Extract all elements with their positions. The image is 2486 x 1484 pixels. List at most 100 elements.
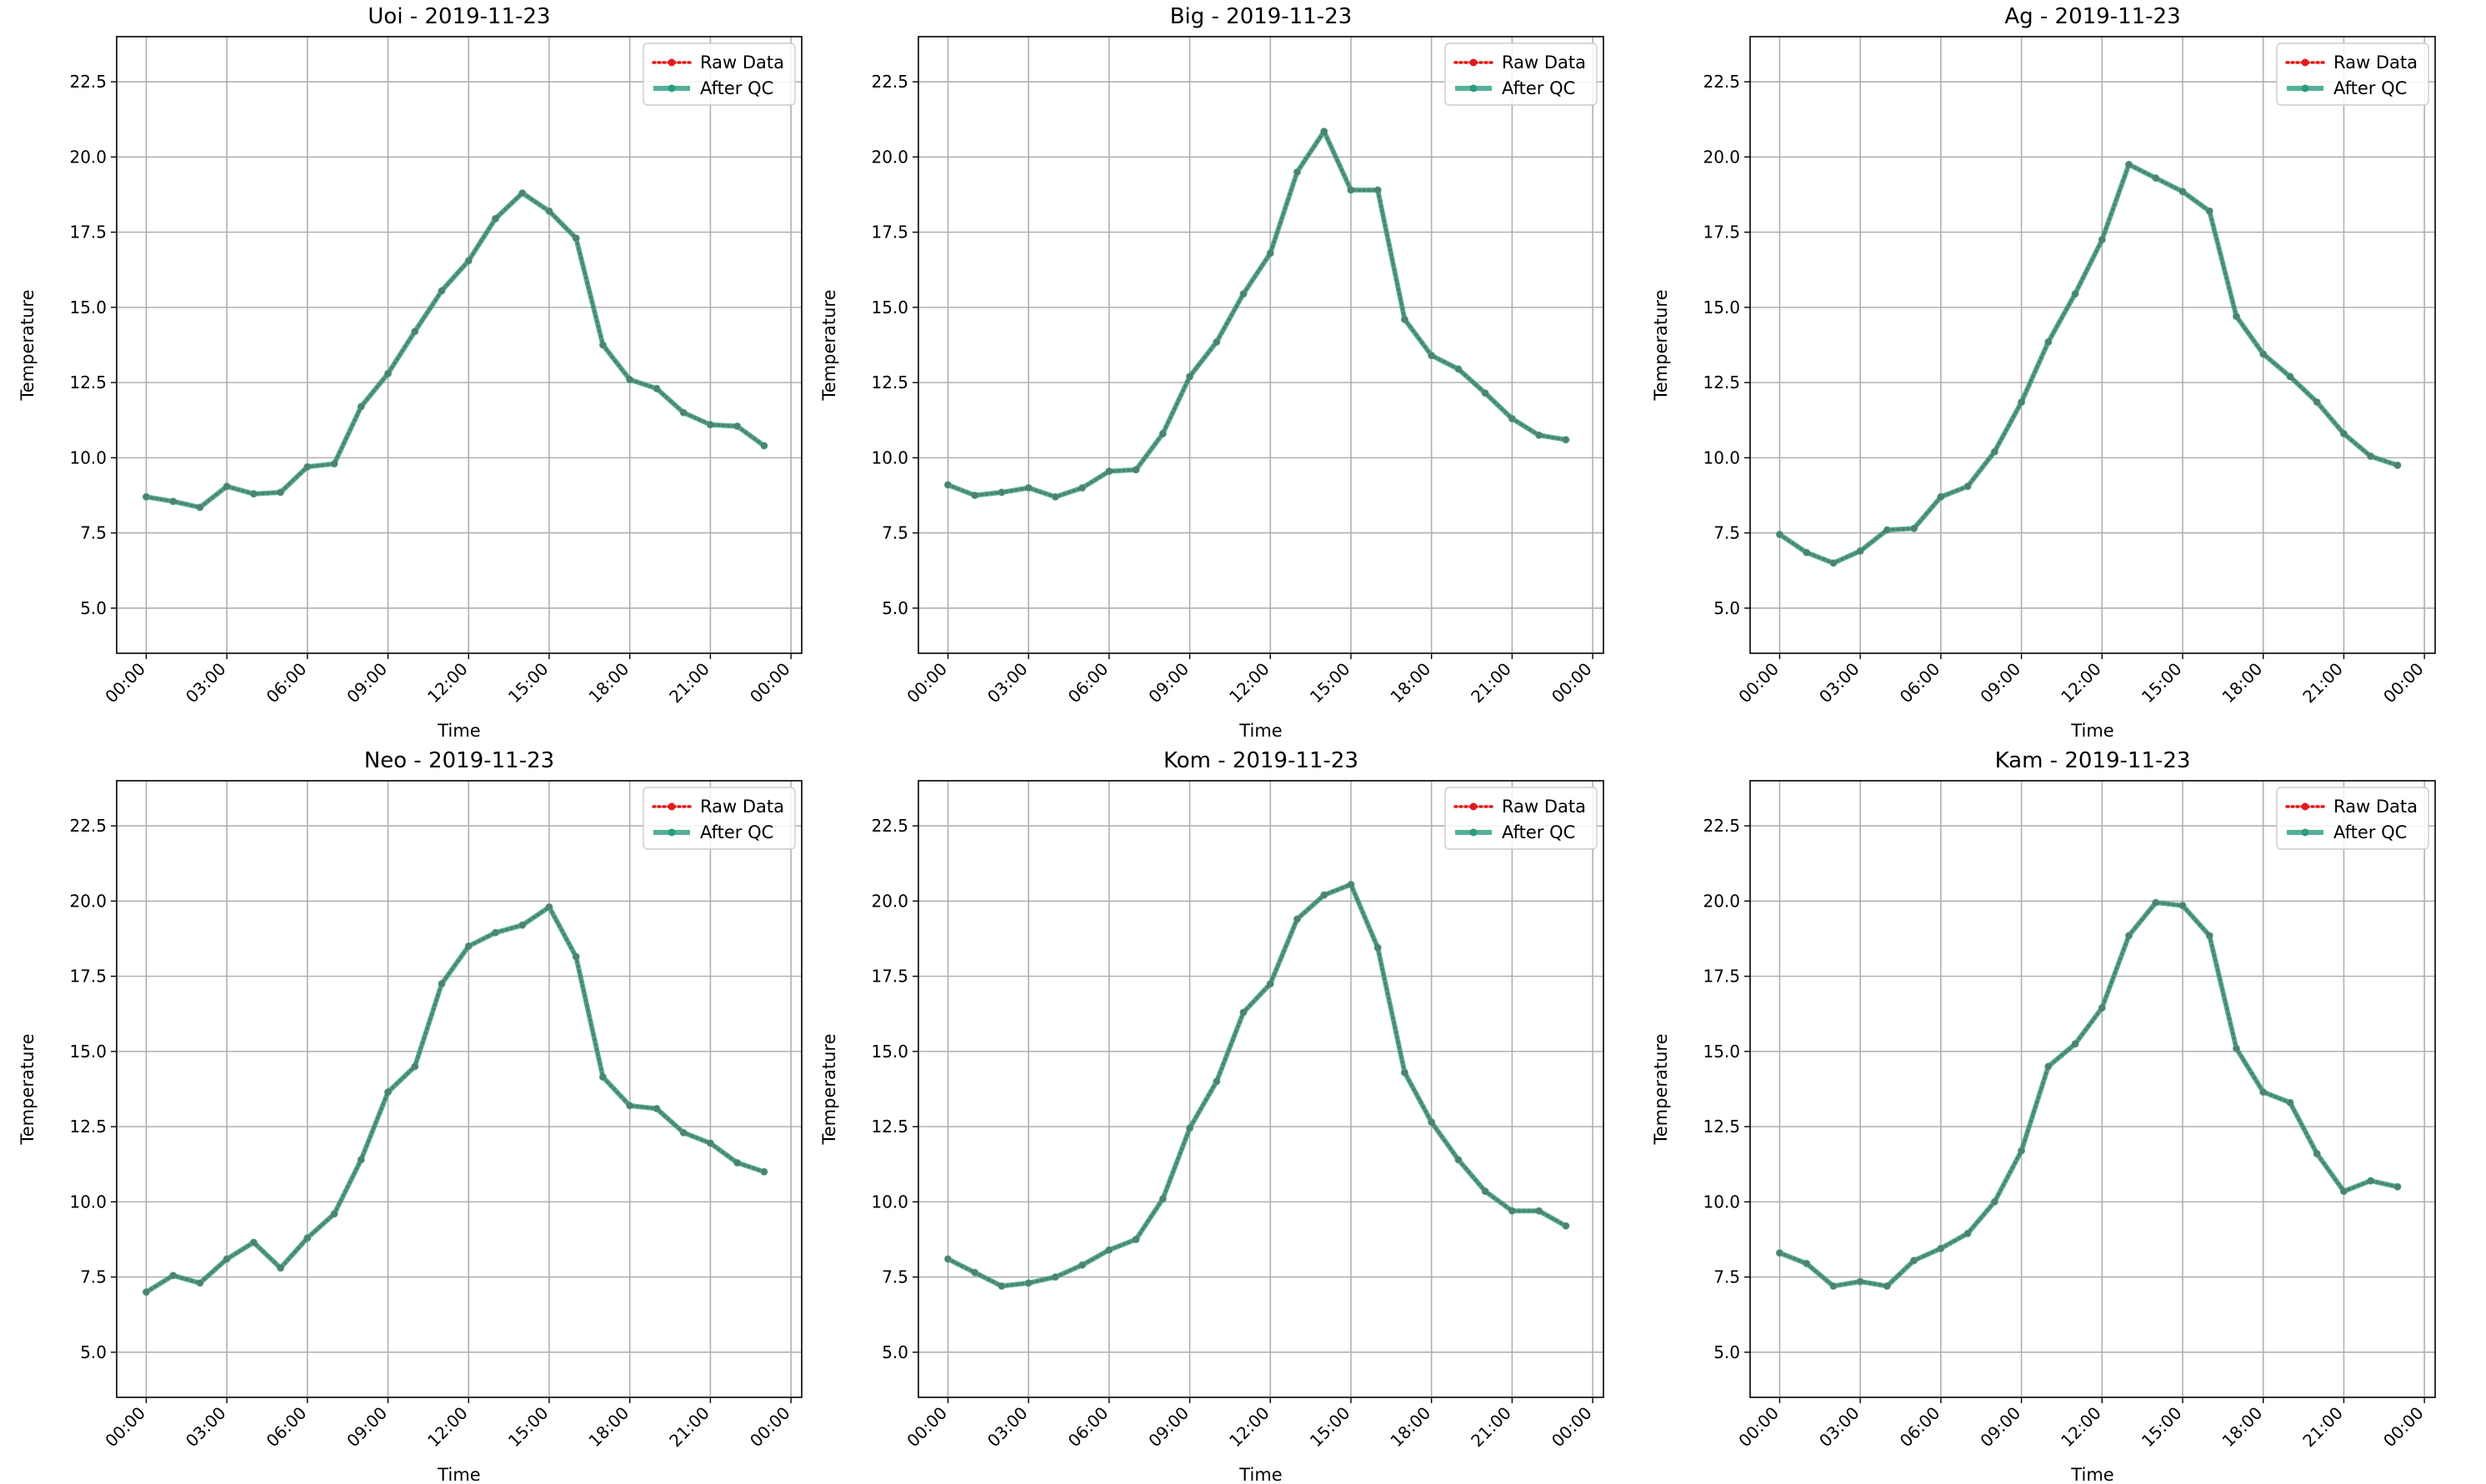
chart-1-xtick-label: 00:00 (101, 659, 149, 707)
chart-2-after-qc-point (1508, 414, 1516, 422)
chart-6-after-qc-point (2125, 932, 2133, 940)
chart-3-xtick-label: 12:00 (2057, 659, 2105, 707)
chart-6-after-qc-point (2098, 1004, 2106, 1012)
chart-1-series-raw-data-line (144, 191, 766, 509)
chart-1-xtick-label: 15:00 (504, 659, 553, 707)
chart-4-xtick-label: 09:00 (343, 1403, 391, 1452)
chart-1-ytick-label: 7.5 (80, 523, 107, 543)
chart-2-after-qc-point (1454, 365, 1463, 373)
chart-2-xtick-label: 15:00 (1306, 659, 1354, 707)
chart-3-after-qc-point (2313, 398, 2321, 407)
chart-5-after-qc-point (1454, 1156, 1463, 1164)
chart-6-xtick-label: 06:00 (1896, 1403, 1944, 1452)
chart-5-xtick-label: 00:00 (1548, 1403, 1596, 1452)
chart-6-after-qc-point (1829, 1282, 1838, 1290)
chart-4-after-qc-point (626, 1102, 634, 1110)
chart-6-series-raw-data-line (1778, 901, 2399, 1288)
chart-3-xtick-label: 00:00 (1734, 659, 1783, 707)
chart-1-series-after-qc-line (143, 190, 767, 510)
chart-4-ytick-label: 7.5 (80, 1267, 107, 1287)
chart-6-after-qc-point (2044, 1062, 2053, 1071)
chart-6-ytick-label: 20.0 (1703, 891, 1740, 911)
chart-4-after-qc-point (411, 1062, 419, 1071)
chart-4-after-qc-point (303, 1234, 312, 1242)
chart-1-after-qc-point (492, 214, 500, 222)
chart-1-xtick-label: 09:00 (343, 659, 391, 707)
chart-1-after-qc-point (249, 490, 258, 498)
chart-2-after-qc-point (1320, 127, 1328, 136)
chart-3-after-qc-point (2339, 429, 2348, 437)
chart-3-after-qc-point (2098, 236, 2106, 244)
chart-4-after-qc-point (706, 1139, 714, 1147)
chart-2-ytick-label: 5.0 (882, 598, 908, 618)
chart-5-panel: Kom - 2019-11-23 00:00 03:00 06:00 09:00 12:0… (819, 748, 1604, 1484)
chart-4-title: Neo - 2019-11-23 (364, 748, 554, 773)
chart-3-after-qc-point (2178, 187, 2187, 196)
chart-5-after-qc-point (1508, 1207, 1516, 1215)
chart-3-ytick-label: 5.0 (1713, 598, 1740, 618)
chart-2-xtick-label: 06:00 (1064, 659, 1113, 707)
chart-3-after-qc-point (2367, 452, 2375, 461)
chart-3-after-qc-point (2259, 350, 2268, 358)
chart-3-series-after-qc (1775, 160, 2402, 567)
chart-1-legend-raw-data-label: Raw Data (700, 52, 784, 72)
chart-4-xtick-label: 00:00 (746, 1403, 794, 1452)
chart-4-after-qc-point (142, 1288, 150, 1297)
chart-1-legend: Raw Data After QC (643, 42, 796, 106)
chart-4-xtick-label: 03:00 (182, 1403, 230, 1452)
chart-1-xtick-label: 03:00 (182, 659, 230, 707)
chart-1-xtick-label: 18:00 (585, 659, 633, 707)
chart-1-after-qc-point (706, 421, 714, 429)
chart-2-legend-after-qc-marker (1469, 84, 1478, 92)
chart-5-xtick-label: 09:00 (1144, 1403, 1193, 1452)
chart-5-legend-after-qc-label: After QC (1502, 822, 1575, 842)
chart-2-legend-after-qc-label: After QC (1502, 78, 1575, 98)
chart-2-ytick-label: 15.0 (871, 297, 908, 317)
chart-6-title: Kam - 2019-11-23 (1995, 748, 2191, 773)
chart-6-xtick-label: 00:00 (2379, 1403, 2428, 1452)
chart-2-ytick-label: 7.5 (882, 523, 908, 543)
chart-3-legend-after-qc-marker (2301, 84, 2309, 92)
chart-3-xtick-label: 00:00 (2379, 659, 2428, 707)
chart-2-after-qc-point (1562, 436, 1570, 444)
chart-1-after-qc-point (330, 460, 338, 468)
chart-2-after-qc-point (1535, 431, 1543, 439)
chart-5-xtick-label: 21:00 (1467, 1403, 1515, 1452)
chart-5-ytick-label: 15.0 (871, 1042, 908, 1062)
chart-4-ytick-label: 20.0 (69, 891, 107, 911)
chart-1-plot-area (116, 36, 803, 654)
chart-2-xtick-label: 12:00 (1225, 659, 1273, 707)
chart-6-xlabel: Time (2070, 1465, 2113, 1484)
chart-5-series-raw-data-line (946, 882, 1568, 1288)
chart-3-xtick-label: 15:00 (2138, 659, 2186, 707)
chart-6-after-qc-point (2205, 932, 2213, 940)
chart-5-after-qc-point (1024, 1279, 1033, 1287)
chart-1-ytick-label: 10.0 (69, 447, 107, 467)
chart-1-after-qc-point (598, 341, 607, 349)
chart-4-xtick-label: 15:00 (504, 1403, 553, 1452)
chart-3-after-qc-point (1937, 492, 1945, 501)
chart-3-panel: Ag - 2019-11-23 00:00 03:00 06:00 09:00 12:00… (1651, 4, 2436, 741)
chart-3-xtick-label: 06:00 (1896, 659, 1944, 707)
chart-6-xtick-label: 03:00 (1815, 1403, 1863, 1452)
chart-3-after-qc-point (1856, 547, 1864, 555)
chart-1-after-qc-point (303, 462, 312, 471)
chart-2-after-qc-point (971, 491, 979, 499)
chart-2-series-raw-data-line (946, 128, 1568, 499)
chart-3-xtick-label: 21:00 (2298, 659, 2347, 707)
chart-5-after-qc-point (1158, 1195, 1167, 1203)
chart-4-xtick-label: 18:00 (585, 1403, 633, 1452)
chart-3-after-qc-point (1775, 530, 1783, 538)
chart-2-ytick-label: 20.0 (871, 147, 908, 167)
chart-4-legend-after-qc-marker (668, 828, 676, 837)
chart-2-after-qc-point (1373, 186, 1382, 194)
chart-2-plot-area (918, 36, 1604, 654)
chart-6-ytick-label: 22.5 (1703, 816, 1740, 836)
chart-1-after-qc-point (626, 376, 634, 384)
chart-6-after-qc-point (2393, 1182, 2402, 1191)
chart-2-after-qc-point (998, 488, 1006, 497)
chart-2-xtick-label: 18:00 (1387, 659, 1435, 707)
chart-3-legend: Raw Data After QC (2276, 42, 2429, 106)
chart-5-after-qc-point (1239, 1008, 1248, 1017)
